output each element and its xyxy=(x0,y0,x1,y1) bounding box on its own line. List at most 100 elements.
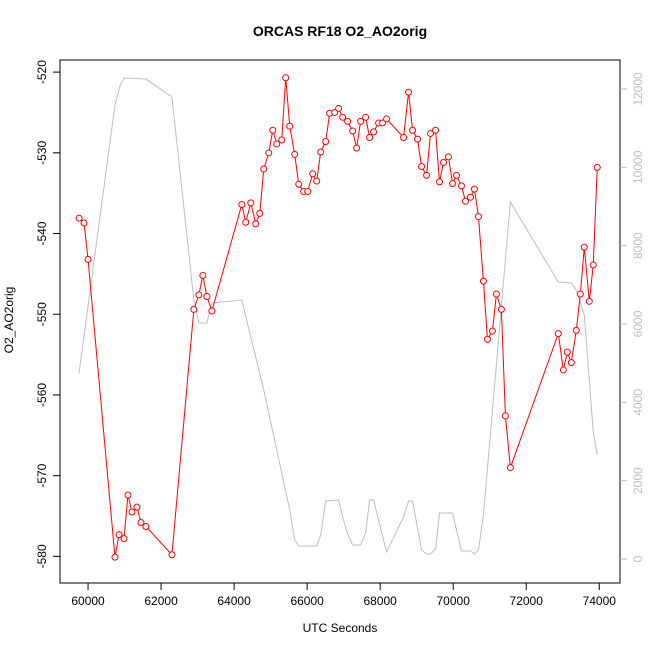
y2-tick-label: 6000 xyxy=(631,310,645,337)
data-point xyxy=(80,219,88,227)
x-tick-label: 70000 xyxy=(437,594,471,608)
data-point xyxy=(75,214,83,222)
data-point xyxy=(474,213,482,221)
data-point xyxy=(353,144,361,152)
data-point xyxy=(291,150,299,158)
data-point xyxy=(506,464,514,472)
data-point xyxy=(309,170,317,178)
data-point xyxy=(432,126,440,134)
data-point xyxy=(195,291,203,299)
data-point xyxy=(313,177,321,185)
data-point xyxy=(466,193,474,201)
data-point xyxy=(405,88,413,96)
y-tick-label: -560 xyxy=(35,383,49,407)
data-point xyxy=(199,271,207,279)
data-point xyxy=(414,135,422,143)
data-point xyxy=(409,126,417,134)
data-point xyxy=(567,359,575,367)
y-tick-label: -570 xyxy=(35,463,49,487)
data-point xyxy=(317,148,325,156)
data-point xyxy=(457,182,465,190)
data-point xyxy=(497,305,505,313)
data-point xyxy=(483,335,491,343)
right-axis: 0 2000 4000 6000 8000 10000 12000 xyxy=(620,72,645,562)
data-point xyxy=(461,197,469,205)
data-point xyxy=(286,122,294,130)
data-point xyxy=(242,218,250,226)
data-point xyxy=(554,330,562,338)
data-point xyxy=(580,243,588,251)
data-point xyxy=(190,305,198,313)
x-tick-label: 66000 xyxy=(290,594,324,608)
y2-tick-label: 8000 xyxy=(631,232,645,259)
data-point xyxy=(492,290,500,298)
data-point xyxy=(111,553,119,561)
data-point xyxy=(344,117,352,125)
data-point xyxy=(304,188,312,196)
data-point xyxy=(379,119,387,127)
x-axis-label: UTC Seconds xyxy=(303,621,378,635)
y-tick-label: -520 xyxy=(35,60,49,84)
data-point xyxy=(576,290,584,298)
y2-tick-label: 4000 xyxy=(631,389,645,416)
data-point xyxy=(427,129,435,137)
data-point xyxy=(265,149,273,157)
data-point xyxy=(366,133,374,141)
data-point xyxy=(593,163,601,171)
x-tick-label: 68000 xyxy=(363,594,397,608)
data-point xyxy=(400,133,408,141)
data-line xyxy=(78,77,598,555)
data-point xyxy=(439,159,447,167)
x-tick-label: 62000 xyxy=(144,594,178,608)
data-point xyxy=(260,165,268,173)
data-point xyxy=(203,292,211,300)
x-tick-label: 72000 xyxy=(510,594,544,608)
data-point xyxy=(120,535,128,543)
x-tick-label: 64000 xyxy=(217,594,251,608)
data-point xyxy=(322,138,330,146)
data-point xyxy=(470,185,478,193)
y-tick-label: -580 xyxy=(35,544,49,568)
data-point xyxy=(559,366,567,374)
data-point xyxy=(168,551,176,559)
data-point xyxy=(444,153,452,161)
data-point xyxy=(252,220,260,228)
data-point xyxy=(124,491,132,499)
data-point xyxy=(370,128,378,136)
data-point xyxy=(418,163,426,171)
y2-tick-label: 10000 xyxy=(631,150,645,184)
data-point xyxy=(331,108,339,116)
data-point xyxy=(256,209,264,217)
data-point xyxy=(383,115,391,123)
data-point xyxy=(142,523,150,531)
data-point xyxy=(115,531,123,539)
data-point xyxy=(479,277,487,285)
y2-tick-label: 2000 xyxy=(631,467,645,494)
data-point xyxy=(589,261,597,269)
y-tick-label: -530 xyxy=(35,140,49,164)
data-point xyxy=(133,503,141,511)
data-point xyxy=(449,179,457,187)
data-point xyxy=(362,113,370,121)
data-point xyxy=(349,127,357,135)
plot-frame xyxy=(59,59,621,584)
y-axis-label: O2_AO2orig xyxy=(2,287,16,354)
y-tick-label: -540 xyxy=(35,221,49,245)
data-point xyxy=(84,255,92,263)
data-point xyxy=(137,518,145,526)
data-point xyxy=(488,327,496,335)
data-point xyxy=(436,178,444,186)
chart-title: ORCAS RF18 O2_AO2orig xyxy=(253,23,427,39)
data-point xyxy=(247,199,255,207)
y2-tick-label: 12000 xyxy=(631,72,645,106)
data-point xyxy=(572,326,580,334)
x-tick-label: 74000 xyxy=(583,594,617,608)
data-point xyxy=(563,348,571,356)
y-tick-label: -550 xyxy=(35,302,49,326)
data-point xyxy=(357,117,365,125)
data-point xyxy=(282,74,290,82)
x-tick-label: 60000 xyxy=(71,594,105,608)
data-point xyxy=(278,136,286,144)
data-point xyxy=(452,171,460,179)
